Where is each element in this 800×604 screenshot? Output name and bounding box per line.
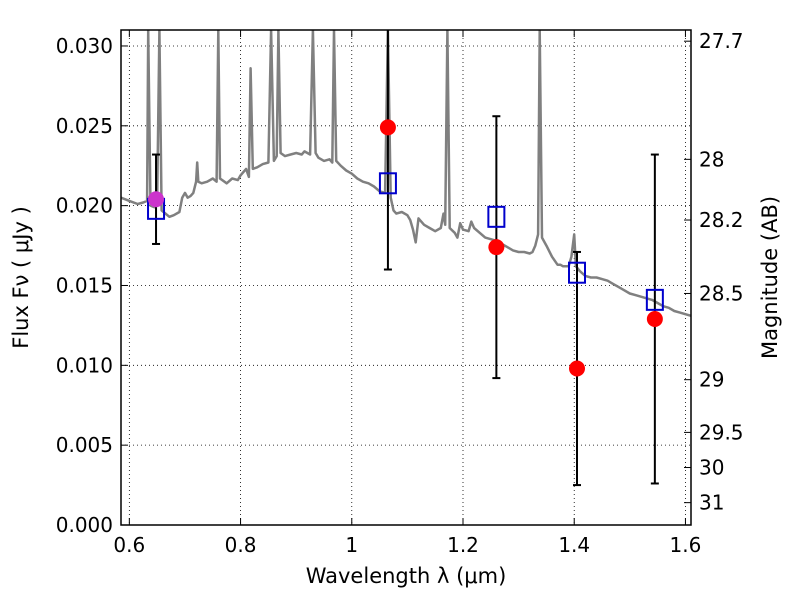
model-spectrum-line <box>121 30 691 318</box>
right-tick-label: 28.5 <box>699 281 744 305</box>
y-tick-label: 0.010 <box>56 353 113 377</box>
observed-flux-point <box>488 239 505 256</box>
synthetic-flux-marker <box>645 288 664 311</box>
right-tick-label: 28.2 <box>699 208 744 232</box>
y-tick-label: 0.030 <box>56 34 113 58</box>
x-axis-label: Wavelength λ (μm) <box>306 564 507 588</box>
y-tick-label: 0.025 <box>56 114 113 138</box>
right-tick-label: 29.5 <box>699 420 744 444</box>
y-tick-label: 0.015 <box>56 273 113 297</box>
plot-area <box>121 30 691 318</box>
x-tick-label: 1.2 <box>447 533 479 557</box>
right-axis-label: Magnitude (AB) <box>758 196 782 359</box>
observed-flux-point <box>148 191 165 208</box>
data-marks <box>147 30 664 487</box>
right-tick-label: 31 <box>699 491 724 515</box>
x-tick-label: 1.4 <box>558 533 590 557</box>
synthetic-flux-marker <box>568 261 586 284</box>
y-tick-label: 0.020 <box>56 194 113 218</box>
observed-flux-point <box>379 119 396 136</box>
right-tick-label: 27.7 <box>699 29 744 53</box>
x-tick-label: 1.6 <box>670 533 702 557</box>
axis-ticks: 0.6 0.8 1 1.2 1.4 1.6 0.000 0.005 0.010 0.015 0.02… <box>56 29 744 557</box>
y-tick-label: 0.005 <box>56 433 113 457</box>
right-tick-label: 30 <box>699 456 724 480</box>
right-tick-label: 29 <box>699 368 724 392</box>
observed-flux-point <box>646 311 663 328</box>
synthetic-flux-marker <box>487 205 506 228</box>
x-tick-label: 0.8 <box>225 533 257 557</box>
plot-frame <box>120 29 692 526</box>
right-tick-label: 28 <box>699 147 724 171</box>
grid <box>121 30 691 525</box>
observed-flux-point <box>569 360 585 377</box>
synthetic-flux-marker <box>378 172 397 195</box>
x-tick-label: 1 <box>345 533 358 557</box>
y-tick-label: 0.000 <box>56 513 113 537</box>
y-axis-label: Flux Fν ( μJy ) <box>9 206 33 349</box>
x-tick-label: 0.6 <box>113 533 145 557</box>
